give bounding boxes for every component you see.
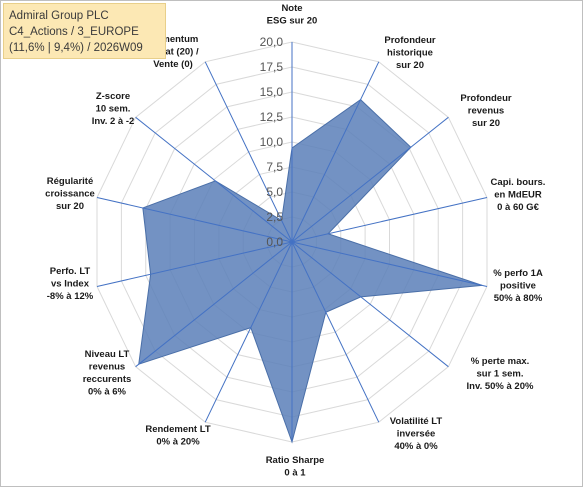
axis-label-4: % perfo 1A positive 50% à 80% bbox=[493, 268, 543, 304]
tick-label: 12,5 bbox=[260, 110, 284, 124]
axis-label-0: Note ESG sur 20 bbox=[267, 3, 318, 27]
tick-label: 20,0 bbox=[260, 35, 284, 49]
axis-label-line: 0 à 60 G€ bbox=[497, 202, 539, 213]
tick-label: 2,5 bbox=[266, 210, 283, 224]
axis-label-line: inversée bbox=[397, 429, 436, 440]
tick-label: 17,5 bbox=[260, 60, 284, 74]
axis-label-13: Momentum Achat (20) / Vente (0) bbox=[147, 34, 199, 70]
axis-label-line: reccurents bbox=[83, 374, 132, 385]
series-area bbox=[138, 99, 483, 444]
axis-spoke-8 bbox=[204, 241, 293, 423]
portfolio-path: C4_Actions / 3_EUROPE bbox=[9, 26, 139, 38]
axis-label-line: Perfo. LT bbox=[50, 266, 91, 277]
axis-spoke-6 bbox=[291, 241, 380, 423]
tick-label: 15,0 bbox=[260, 85, 284, 99]
axis-label-line: Volatilité LT bbox=[390, 416, 443, 427]
axis-label-line: ESG sur 20 bbox=[267, 16, 318, 27]
axis-label-line: Momentum bbox=[148, 34, 199, 45]
axis-label-line: Vente (0) bbox=[153, 59, 193, 70]
axis-spoke-9 bbox=[135, 241, 293, 368]
axis-label-line: Capi. bours. bbox=[491, 177, 546, 188]
axis-spoke-13 bbox=[204, 61, 293, 243]
axis-label-line: Achat (20) / bbox=[147, 47, 199, 58]
axis-label-line: 0% à 20% bbox=[156, 437, 200, 448]
axis-label-line: 0% à 6% bbox=[88, 387, 127, 398]
axis-spoke-1 bbox=[291, 61, 380, 243]
axis-label-line: historique bbox=[387, 48, 433, 59]
axis-label-8: Rendement LT 0% à 20% bbox=[145, 424, 210, 448]
axis-label-line: Inv. 2 à -2 bbox=[92, 116, 135, 127]
axis-label-line: Inv. 50% à 20% bbox=[467, 381, 534, 392]
axis-label-line: vs Index bbox=[51, 279, 90, 290]
chart-header-box: Admiral Group PLC C4_Actions / 3_EUROPE … bbox=[3, 3, 166, 59]
axis-spoke-12 bbox=[135, 116, 293, 243]
axis-label-12: Z-score 10 sem. Inv. 2 à -2 bbox=[92, 91, 135, 127]
axis-label-line: revenus bbox=[89, 362, 125, 373]
axis-label-line: en MdEUR bbox=[494, 190, 542, 201]
axis-label-line: % perte max. bbox=[471, 356, 530, 367]
axis-label-2: Profondeur revenus sur 20 bbox=[460, 93, 511, 129]
axis-label-line: positive bbox=[500, 281, 536, 292]
axis-label-7: Ratio Sharpe 0 à 1 bbox=[266, 455, 325, 479]
axis-spoke-10 bbox=[96, 241, 293, 287]
axis-label-line: Niveau LT bbox=[85, 349, 130, 360]
axis-label-line: Ratio Sharpe bbox=[266, 455, 325, 466]
axis-label-5: % perte max. sur 1 sem. Inv. 50% à 20% bbox=[467, 356, 534, 392]
axis-label-line: Profondeur bbox=[460, 93, 511, 104]
axis-spoke-2 bbox=[291, 116, 449, 243]
axis-spoke-11 bbox=[96, 197, 293, 243]
axis-label-line: 40% à 0% bbox=[394, 441, 438, 452]
axis-label-3: Capi. bours. en MdEUR 0 à 60 G€ bbox=[491, 177, 546, 213]
axis-label-line: sur 20 bbox=[472, 118, 500, 129]
axis-label-line: 50% à 80% bbox=[494, 293, 543, 304]
company-name: Admiral Group PLC bbox=[9, 10, 109, 22]
axis-label-line: -8% à 12% bbox=[47, 291, 94, 302]
axis-label-line: Régularité bbox=[47, 176, 93, 187]
axis-label-10: Perfo. LT vs Index -8% à 12% bbox=[47, 266, 94, 302]
axis-spoke-3 bbox=[291, 197, 488, 243]
axis-label-line: Z-score bbox=[96, 91, 130, 102]
axis-label-line: 0 à 1 bbox=[284, 468, 306, 479]
tick-label: 0,0 bbox=[266, 235, 283, 249]
axis-label-line: sur 20 bbox=[396, 60, 424, 71]
axis-label-line: Profondeur bbox=[384, 35, 435, 46]
axis-label-6: Volatilité LT inversée 40% à 0% bbox=[390, 416, 443, 452]
axis-label-line: Note bbox=[281, 3, 302, 14]
axis-spoke-5 bbox=[291, 241, 449, 368]
axis-label-line: 10 sem. bbox=[96, 104, 131, 115]
axis-label-line: sur 1 sem. bbox=[477, 369, 524, 380]
axis-label-1: Profondeur historique sur 20 bbox=[384, 35, 435, 71]
axis-label-11: Régularité croissance sur 20 bbox=[45, 176, 95, 212]
axis-label-line: % perfo 1A bbox=[493, 268, 543, 279]
tick-label: 10,0 bbox=[260, 135, 284, 149]
axis-label-line: Rendement LT bbox=[145, 424, 210, 435]
axis-label-line: sur 20 bbox=[56, 201, 84, 212]
tick-label: 7,5 bbox=[266, 160, 283, 174]
period-info: (11,6% | 9,4%) / 2026W09 bbox=[9, 42, 143, 54]
axis-label-line: revenus bbox=[468, 106, 504, 117]
axis-label-9: Niveau LT revenus reccurents 0% à 6% bbox=[83, 349, 132, 398]
axis-label-line: croissance bbox=[45, 189, 95, 200]
axis-spoke-4 bbox=[291, 241, 488, 287]
tick-label: 5,0 bbox=[266, 185, 283, 199]
